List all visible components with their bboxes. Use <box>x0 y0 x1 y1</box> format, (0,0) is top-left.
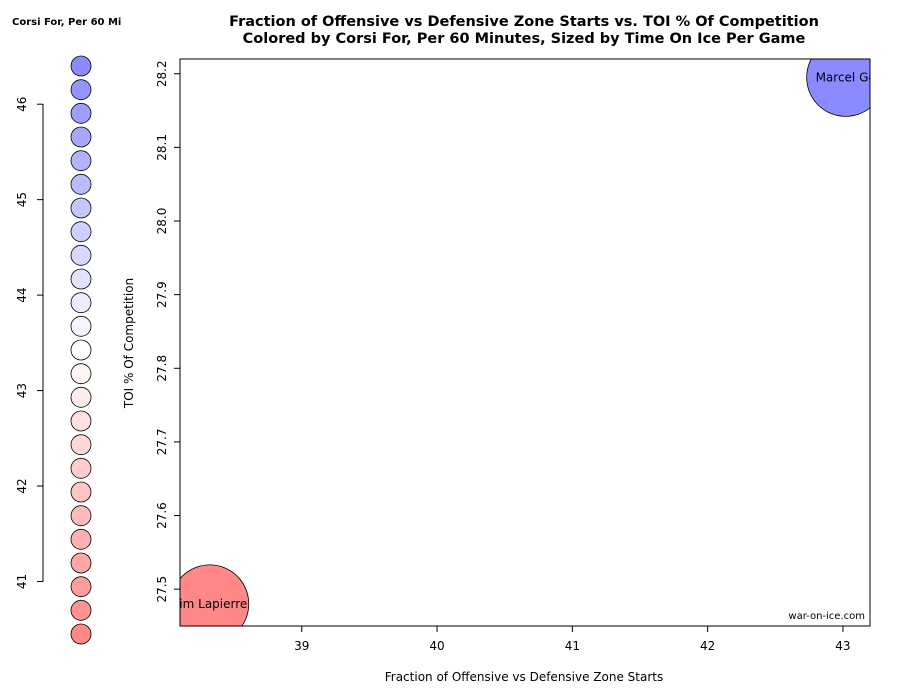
legend-swatch <box>70 244 92 266</box>
legend-swatch <box>70 363 92 385</box>
x-axis-label: Fraction of Offensive vs Defensive Zone … <box>385 670 664 684</box>
data-points: Marcel Go xim Lapierre <box>172 59 876 626</box>
legend-swatch <box>70 315 92 337</box>
legend-swatch <box>70 576 92 598</box>
x-tick-label: 43 <box>835 639 850 653</box>
legend-swatch <box>70 481 92 503</box>
x-axis: 39 40 41 42 43 <box>294 626 851 653</box>
legend-swatch <box>70 599 92 621</box>
legend-tick-label: 41 <box>15 574 29 589</box>
x-tick-label: 39 <box>294 639 309 653</box>
legend-swatch <box>70 410 92 432</box>
data-point <box>806 59 870 117</box>
x-tick-label: 41 <box>565 639 580 653</box>
x-tick-label: 42 <box>700 639 715 653</box>
y-tick-label: 28.1 <box>155 134 169 161</box>
x-tick-label: 40 <box>429 639 444 653</box>
chart-title: Fraction of Offensive vs Defensive Zone … <box>229 14 819 30</box>
color-legend-axis: 41 42 43 44 45 46 <box>15 97 44 589</box>
data-point <box>180 564 250 626</box>
point-label: xim Lapierre <box>172 597 247 611</box>
y-tick-label: 27.9 <box>155 281 169 308</box>
y-tick-label: 27.7 <box>155 429 169 456</box>
color-legend-swatches <box>70 55 92 645</box>
legend-swatch <box>70 221 92 243</box>
legend-tick-label: 43 <box>15 383 29 398</box>
legend-tick-label: 45 <box>15 192 29 207</box>
y-tick-label: 27.8 <box>155 355 169 382</box>
y-axis-label: TOI % Of Competition <box>122 278 136 409</box>
y-tick-label: 28.2 <box>155 60 169 87</box>
legend-swatch <box>70 55 92 77</box>
legend-swatch <box>70 79 92 101</box>
legend-swatch <box>70 505 92 527</box>
legend-swatch <box>70 457 92 479</box>
y-tick-label: 27.6 <box>155 502 169 529</box>
legend-swatch <box>70 197 92 219</box>
source-credit: war-on-ice.com <box>788 611 865 622</box>
legend-swatch <box>70 126 92 148</box>
y-axis: 27.5 27.6 27.7 27.8 27.9 28.0 28.1 28.2 <box>155 60 180 603</box>
chart-subtitle: Colored by Corsi For, Per 60 Minutes, Si… <box>243 31 806 47</box>
legend-swatch <box>70 386 92 408</box>
legend-swatch <box>70 292 92 314</box>
point-label: Marcel Go <box>816 70 876 84</box>
legend-swatch <box>70 434 92 456</box>
plot-frame <box>179 58 871 627</box>
legend-swatch <box>70 528 92 550</box>
legend-swatch <box>70 102 92 124</box>
legend-tick-label: 44 <box>15 287 29 302</box>
legend-swatch <box>70 623 92 645</box>
legend-swatch <box>70 339 92 361</box>
y-tick-label: 27.5 <box>155 576 169 603</box>
legend-swatch <box>70 268 92 290</box>
legend-swatch <box>70 552 92 574</box>
legend-tick-label: 42 <box>15 478 29 493</box>
legend-swatch <box>70 150 92 172</box>
legend-tick-label: 46 <box>15 97 29 112</box>
color-legend-title: Corsi For, Per 60 Mi <box>12 17 121 28</box>
y-tick-label: 28.0 <box>155 208 169 235</box>
legend-swatch <box>70 173 92 195</box>
